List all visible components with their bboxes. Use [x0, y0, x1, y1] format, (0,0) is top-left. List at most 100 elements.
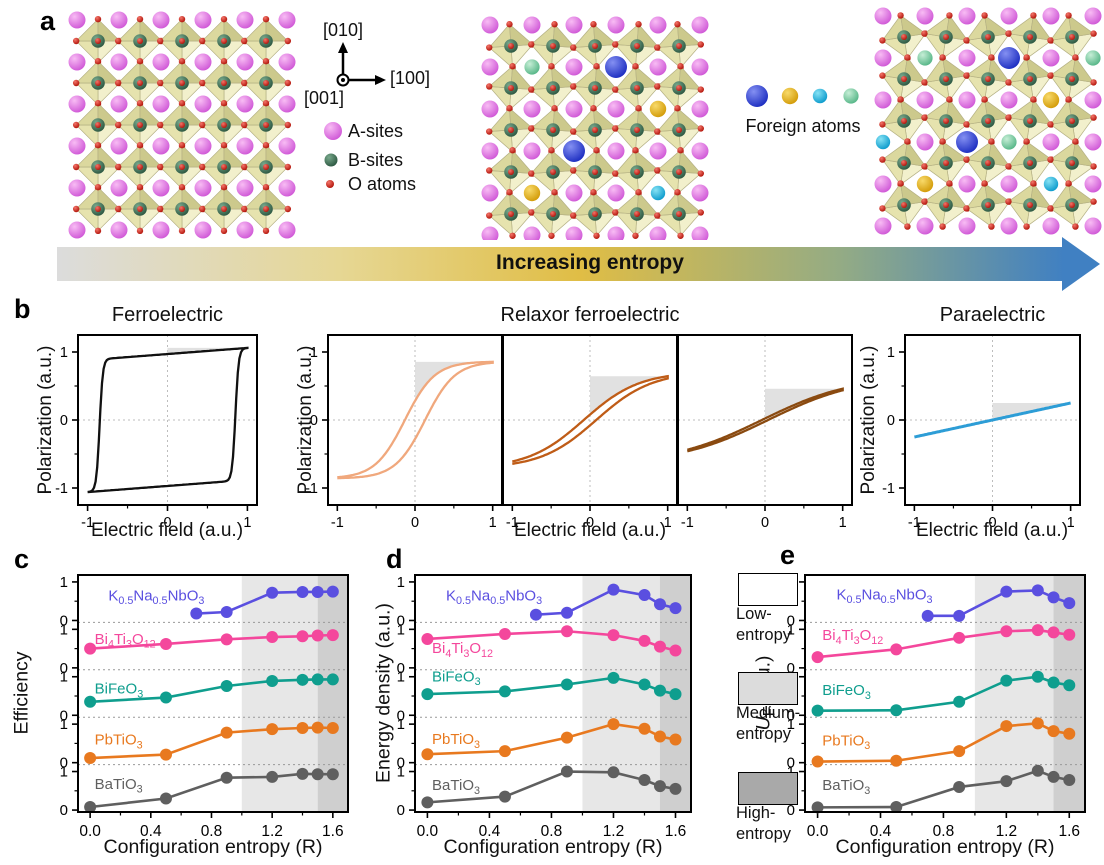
- svg-text:0: 0: [60, 755, 68, 772]
- b-ylabel-3: Polarization (a.u.): [858, 345, 879, 495]
- svg-text:BiFeO3: BiFeO3: [95, 681, 144, 701]
- foreign-atom-cyan: [1043, 176, 1059, 192]
- svg-text:Bi4Ti3O12: Bi4Ti3O12: [95, 631, 156, 651]
- pe-loop-relaxor-low-entropy: -1 -1 0 0 1 1: [305, 334, 503, 530]
- svg-text:0: 0: [586, 515, 594, 530]
- svg-text:Bi4Ti3O12: Bi4Ti3O12: [432, 640, 493, 660]
- svg-text:0: 0: [397, 707, 405, 724]
- svg-text:0: 0: [787, 612, 795, 629]
- svg-text:-1: -1: [908, 515, 921, 530]
- svg-text:1: 1: [397, 621, 405, 638]
- foreign-atom-blue: [956, 131, 978, 153]
- svg-text:0: 0: [60, 707, 68, 724]
- svg-text:1: 1: [839, 515, 847, 530]
- legend-o-atoms: O atoms: [348, 174, 417, 194]
- series-c-2: BiFeO3: [84, 673, 339, 708]
- foreign-atom-gold: [523, 184, 541, 202]
- series-c-3: PbTiO3: [84, 721, 339, 765]
- svg-text:1: 1: [310, 345, 318, 361]
- svg-text:PbTiO3: PbTiO3: [95, 732, 143, 752]
- b-xlabel-2: Electric field (a.u.): [513, 520, 667, 541]
- foreign-atom-cyan: [650, 185, 666, 201]
- svg-text:0.4: 0.4: [479, 823, 501, 840]
- svg-text:0: 0: [397, 612, 405, 629]
- loop-curve: [914, 401, 1071, 439]
- foreign-atom-cyan: [875, 134, 891, 150]
- panel-d-letter: d: [386, 544, 403, 574]
- stored-energy-shade: [590, 376, 668, 415]
- svg-text:PbTiO3: PbTiO3: [432, 731, 480, 751]
- svg-text:1: 1: [397, 764, 405, 781]
- foreign-atom-mint: [1085, 50, 1101, 66]
- svg-text:-1: -1: [681, 515, 694, 530]
- svg-text:1: 1: [243, 515, 251, 530]
- svg-text:Bi4Ti3O12: Bi4Ti3O12: [822, 627, 883, 647]
- svg-text:0.0: 0.0: [807, 823, 829, 840]
- foreign-atom-legend-gold: [781, 87, 799, 105]
- b-ylabel-1: Polarization (a.u.): [35, 345, 56, 495]
- svg-text:0.4: 0.4: [140, 823, 162, 840]
- svg-text:BaTiO3: BaTiO3: [95, 776, 143, 796]
- entropy-label-0-line1: Low-: [736, 605, 772, 623]
- increasing-entropy-arrow: [57, 247, 1064, 281]
- svg-text:1.6: 1.6: [322, 823, 344, 840]
- svg-text:1.6: 1.6: [1058, 823, 1080, 840]
- loop-curve: [337, 360, 494, 480]
- series-e-0: K0.5Na0.5NbO3: [836, 584, 1076, 622]
- svg-text:K0.5Na0.5NbO3: K0.5Na0.5NbO3: [836, 586, 932, 606]
- svg-text:BaTiO3: BaTiO3: [432, 777, 480, 797]
- foreign-atom-mint: [917, 50, 933, 66]
- svg-text:0: 0: [397, 755, 405, 772]
- crystal-axes-icon: [336, 42, 386, 87]
- entropy-label-2: High- entropy: [736, 803, 791, 845]
- svg-text:0: 0: [397, 660, 405, 677]
- panel-e-letter: e: [780, 540, 796, 570]
- foreign-atom-mint: [524, 59, 540, 75]
- entropy-label-1-line1: Medium-: [736, 704, 801, 722]
- svg-text:1.2: 1.2: [996, 823, 1018, 840]
- svg-text:-1: -1: [81, 515, 94, 530]
- entropy-label-0: Low- entropy: [736, 604, 791, 646]
- loop-curve: [512, 374, 669, 465]
- medium-entropy-band: [974, 575, 1054, 812]
- entropy-label-0-line2: entropy: [736, 626, 792, 644]
- b-site-icon: [324, 153, 338, 167]
- svg-text:0: 0: [787, 660, 795, 677]
- svg-text:0: 0: [787, 802, 795, 819]
- legend-a-sites: A-sites: [348, 121, 404, 141]
- series-d-1: Bi4Ti3O12: [421, 625, 682, 660]
- svg-text:-1: -1: [305, 481, 318, 497]
- svg-text:1: 1: [60, 669, 68, 686]
- svg-text:0: 0: [60, 660, 68, 677]
- series-d-3: PbTiO3: [421, 718, 682, 761]
- title-ferroelectric: Ferroelectric: [111, 304, 224, 326]
- svg-text:1: 1: [60, 621, 68, 638]
- b-xlabel-3: Electric field (a.u.): [915, 520, 1069, 541]
- entropy-swatch-2: [738, 772, 798, 805]
- svg-text:0.8: 0.8: [201, 823, 223, 840]
- series-d-2: BiFeO3: [421, 668, 682, 701]
- loop-curve: [87, 346, 249, 494]
- entropy-label-1: Medium- entropy: [736, 703, 800, 745]
- series-e-1: Bi4Ti3O12: [811, 624, 1076, 664]
- svg-text:BiFeO3: BiFeO3: [432, 668, 481, 688]
- entropy-swatch-1: [738, 672, 798, 705]
- svg-text:0.8: 0.8: [933, 823, 955, 840]
- title-relaxor: Relaxor ferroelectric: [500, 304, 680, 326]
- series-e-2: BiFeO3: [811, 670, 1076, 717]
- entropy-label-2-line2: entropy: [736, 825, 792, 843]
- panel-a-lattices: [0, 0, 1104, 240]
- svg-text:1: 1: [787, 716, 795, 733]
- svg-text:1: 1: [787, 621, 795, 638]
- svg-text:1: 1: [60, 574, 68, 591]
- c-xlabel: Configuration entropy (R): [103, 836, 323, 858]
- svg-text:1: 1: [1067, 515, 1075, 530]
- svg-text:-1: -1: [55, 481, 68, 497]
- svg-text:K0.5Na0.5NbO3: K0.5Na0.5NbO3: [108, 587, 204, 607]
- svg-text:0: 0: [411, 515, 419, 530]
- svg-text:PbTiO3: PbTiO3: [822, 732, 870, 752]
- foreign-atom-legend-mint: [843, 88, 859, 104]
